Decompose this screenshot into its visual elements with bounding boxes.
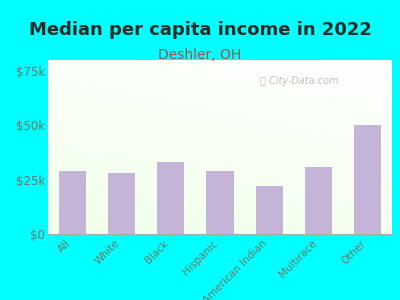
Bar bbox=[59, 171, 86, 234]
Text: Median per capita income in 2022: Median per capita income in 2022 bbox=[28, 21, 372, 39]
Bar bbox=[256, 186, 283, 234]
Bar bbox=[108, 173, 135, 234]
Bar bbox=[157, 162, 184, 234]
Bar bbox=[305, 167, 332, 234]
Text: Deshler, OH: Deshler, OH bbox=[158, 48, 242, 62]
Bar bbox=[354, 125, 381, 234]
Text: ⓘ City-Data.com: ⓘ City-Data.com bbox=[260, 76, 338, 86]
Bar bbox=[206, 171, 234, 234]
